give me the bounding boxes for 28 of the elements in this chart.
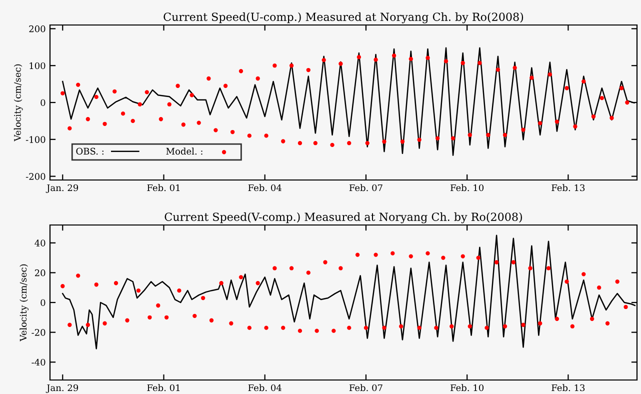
x-tick-label: Feb. 04 <box>248 384 282 392</box>
x-tick-label: Feb. 10 <box>450 184 484 192</box>
y-tick-label: 0 <box>40 299 46 306</box>
y-axis-title: Velocity (cm/sec) <box>14 64 23 142</box>
y-tick-label: -100 <box>26 136 46 143</box>
legend-label: Model. : <box>166 148 202 155</box>
y-tick-label: -200 <box>26 173 46 180</box>
x-tick-label: Feb. 01 <box>147 184 180 192</box>
x-tick-label: Feb. 01 <box>147 384 180 392</box>
chart-title: Current Speed(U-comp.) Measured at Noryang Ch. by Ro(2008) <box>164 12 524 24</box>
legend-label: OBS. : <box>76 148 104 155</box>
y-tick-label: 100 <box>30 62 46 70</box>
x-tick-label: Feb. 10 <box>450 384 484 392</box>
x-tick-label: Feb. 07 <box>349 384 382 392</box>
y-tick-label: -40 <box>32 358 46 366</box>
y-tick-label: 200 <box>29 25 46 32</box>
x-tick-label: Feb. 13 <box>552 184 585 192</box>
y-tick-label: 0 <box>40 99 46 106</box>
x-tick-label: Feb. 13 <box>552 384 585 392</box>
x-tick-label: Jan. 29 <box>46 184 78 193</box>
y-tick-label: 20 <box>34 269 46 276</box>
y-axis-title: Velocity (cm/sec) <box>20 264 29 342</box>
x-tick-label: Feb. 07 <box>349 184 382 192</box>
y-tick-label: 40 <box>34 240 46 246</box>
x-tick-label: Jan. 29 <box>46 384 78 393</box>
chart-title: Current Speed(V-comp.) Measured at Noryang Ch. by Ro(2008) <box>164 212 522 224</box>
x-tick-label: Feb. 04 <box>248 184 282 192</box>
y-tick-label: -20 <box>32 329 46 336</box>
